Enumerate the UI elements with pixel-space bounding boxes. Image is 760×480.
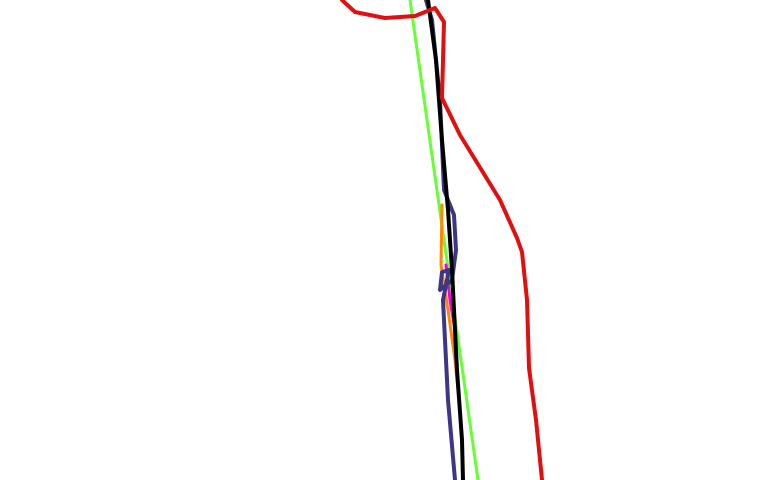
- route-line-black: [426, 0, 465, 480]
- route-line-red: [340, 0, 544, 480]
- route-line-green: [408, 0, 480, 480]
